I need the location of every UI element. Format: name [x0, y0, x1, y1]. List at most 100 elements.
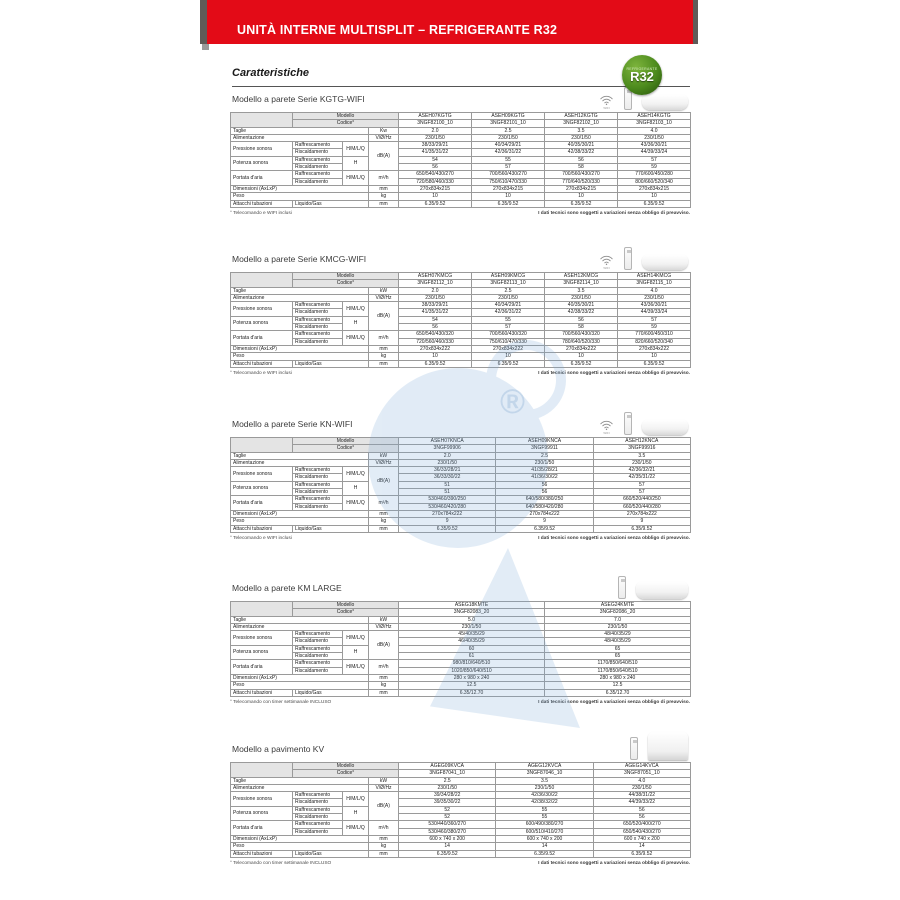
table-row: Peso kg 9 9 9 [230, 517, 692, 526]
unit-cell-kg: kg [367, 681, 400, 690]
hmlq-cell: H/M/L/Q [342, 630, 369, 646]
peso-value-cell: 14 [495, 842, 594, 851]
unit-cell-power: V/Ø/Hz [367, 458, 400, 468]
potenza-raff-cell: 56 [544, 315, 619, 325]
model-name-cell: AGEG12KVCA [495, 761, 594, 771]
heading-rule [232, 86, 690, 87]
table-note: ° Telecomando e WIFI inclusi [230, 210, 292, 216]
unit-cell-power: V/Ø/Hz [367, 622, 400, 632]
row-label-peso: Peso [230, 352, 369, 361]
alimentazione-value-cell: 230/1/50 [544, 293, 619, 303]
portata-risc-cell: 820/660/520/340 [617, 337, 692, 346]
page-heading: Caratteristiche [232, 67, 310, 79]
unit-cell-mm: mm [367, 524, 400, 533]
codice-header-cell: Codice° [291, 444, 400, 453]
table-row: Riscaldamento 530/460/420/280 640/580/420/… [231, 502, 692, 511]
unit-cell-power: V/Ø/Hz [367, 133, 400, 143]
peso-value-cell: 10 [617, 192, 692, 201]
potenza-risc-cell: 57 [471, 323, 546, 332]
model-code-cell: 3NGF82083_20 [398, 608, 546, 617]
potenza-risc-cell: 56 [495, 488, 594, 497]
codice-header-cell: Codice° [291, 279, 400, 288]
row-label-alimentazione: Alimentazione [230, 458, 369, 468]
model-code-cell: 3NGF87046_10 [495, 769, 594, 778]
dimensioni-value-cell: 280 x 980 x 240 [398, 673, 546, 683]
model-code-cell: 3NGF87041_10 [398, 769, 497, 778]
alimentazione-value-cell: 230/1/50 [398, 783, 497, 793]
table-row: Dimensioni (AxLxP) mm 270x784x222 270x784x2… [230, 509, 692, 519]
pressione-risc-cell: 41/35/31/22 [398, 148, 473, 157]
peso-value-cell: 10 [617, 352, 692, 361]
row-label-pressione: Pressione sonora [230, 301, 293, 317]
table-note: ° Telecomando con timer settimanale INCL… [230, 699, 332, 705]
table-row: Attacchi tubazioni Liquido/Gas mm 6.35/9.52… [230, 524, 692, 533]
pressione-risc-cell: 36/33/30/22 [398, 473, 497, 482]
attacchi-value-cell: 6.35/9.52 [617, 359, 692, 368]
peso-value-cell: 14 [398, 842, 497, 851]
sub-label-riscaldamento: Riscaldamento [292, 488, 343, 497]
page-edge-shadow [202, 44, 209, 50]
table-row: Attacchi tubazioni Liquido/Gas mm 6.35/9.52… [230, 849, 692, 858]
sub-label-raffrescamento: Raffrescamento [292, 791, 343, 800]
table-row: Alimentazione V/Ø/Hz 230/1/50 230/1/50 [230, 622, 692, 632]
potenza-raff-cell: 54 [398, 155, 473, 165]
pressione-raff-cell: 40/34/29/21 [471, 141, 546, 150]
table-row: Potenza sonora Raffrescamento H 60 65 [230, 644, 692, 661]
table-row: Riscaldamento 720/580/460/330 750/610/470/… [231, 177, 692, 186]
table-row: Dimensioni (AxLxP) mm 270x834x215 270x834x2… [230, 184, 692, 194]
table-row: Riscaldamento 1020/850/640/510 1170/850/64… [231, 666, 692, 675]
taglie-value-cell: 2.5 [398, 776, 497, 785]
row-label-pressione: Pressione sonora [230, 466, 293, 482]
model-code-cell: 3NGF99906 [398, 444, 497, 453]
table-row: Attacchi tubazioni Liquido/Gas mm 6.35/12.7… [230, 688, 692, 697]
table-row: Pressione sonora Raffrescamento H/M/L/Q dB(… [230, 630, 692, 661]
alimentazione-value-cell: 230/1/50 [471, 133, 546, 143]
row-label-alimentazione: Alimentazione [230, 133, 369, 143]
attacchi-value-cell: 6.35/12.70 [398, 688, 546, 697]
table-row: Alimentazione V/Ø/Hz 230/1/50 230/1/50 230/1… [230, 293, 692, 303]
table-note: ° Telecomando con timer settimanale INCL… [230, 860, 332, 866]
pressione-risc-cell: 48/40/35/29 [544, 637, 692, 646]
potenza-risc-cell: 51 [398, 488, 497, 497]
model-name-cell: ASEH12KNCA [592, 436, 692, 446]
pressione-raff-cell: 40/35/30/21 [544, 141, 619, 150]
unit-cell-mm: mm [367, 673, 400, 683]
section-title: Modello a parete KM LARGE [232, 583, 342, 593]
model-code-cell: 3NGF82103_10 [617, 119, 692, 128]
attacchi-value-cell: 6.35/9.52 [398, 359, 473, 368]
model-code-cell: 3NGF82101_10 [471, 119, 546, 128]
dimensioni-value-cell: 270x834x215 [617, 184, 692, 194]
unit-cell-mm: mm [367, 199, 400, 208]
potenza-raff-cell: 54 [398, 315, 473, 325]
portata-raff-cell: 700/560/430/320 [471, 330, 546, 339]
row-label-portata: Portata d'aria [230, 170, 293, 186]
sub-label-raffrescamento: Raffrescamento [292, 644, 343, 654]
table-row: Alimentazione V/Ø/Hz 230/1/50 230/1/50 230/1… [230, 458, 692, 468]
portata-raff-cell: 650/540/430/320 [398, 330, 473, 339]
potenza-raff-cell: 55 [471, 315, 546, 325]
table-row: Codice° 3NGF82112_10 3NGF82113_10 3NGF82114… [231, 279, 692, 288]
attacchi-value-cell: 6.35/9.52 [592, 849, 692, 858]
unit-cell-airflow: m³/h [367, 495, 400, 511]
portata-raff-cell: 1170/850/640/510 [544, 659, 692, 668]
peso-value-cell: 10 [398, 352, 473, 361]
h-cell: H [342, 315, 369, 332]
row-label-dimensioni: Dimensioni (AxLxP) [230, 184, 369, 194]
portata-risc-cell: 750/610/470/330 [471, 177, 546, 186]
table-row: Riscaldamento 530/460/380/270 600/510/410/… [231, 827, 692, 836]
portata-raff-cell: 700/560/430/270 [471, 170, 546, 179]
model-code-cell: 3NGF82102_10 [544, 119, 619, 128]
pressione-risc-cell: 41/35/31/22 [398, 308, 473, 317]
pressione-raff-cell: 38/33/29/21 [398, 141, 473, 150]
wifi-icon: WIFI [599, 254, 614, 270]
table-row: Potenza sonora Raffrescamento H 52 55 56 [230, 805, 692, 822]
pressione-risc-cell: 41/36/30/22 [495, 473, 594, 482]
taglie-value-cell: 2.0 [398, 286, 473, 295]
taglie-value-cell: 2.0 [398, 126, 473, 135]
table-row: Peso kg 10 10 10 10 [230, 192, 692, 201]
unit-cell-mm: mm [367, 688, 400, 697]
model-name-cell: ASEH12KMCG [544, 271, 619, 281]
attacchi-value-cell: 6.35/9.52 [398, 849, 497, 858]
unit-cell-kw: Kw [367, 126, 400, 135]
table-row: Peso kg 12.5 12.5 [230, 681, 692, 690]
